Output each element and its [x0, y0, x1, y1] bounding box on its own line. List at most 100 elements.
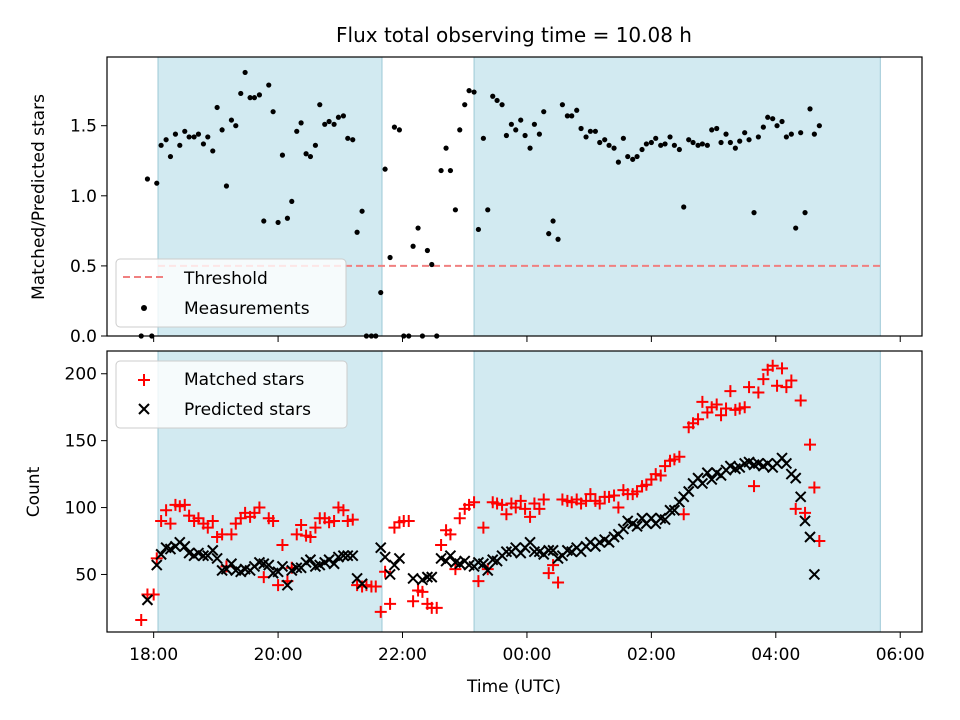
matched-stars-legend-label: Matched stars	[184, 370, 304, 390]
measurement-point	[396, 127, 403, 133]
matched-stars-point	[346, 513, 359, 526]
matched-stars-point	[552, 576, 565, 589]
predicted-stars-legend-swatch	[138, 403, 150, 415]
measurement-point	[690, 139, 696, 146]
measurement-point	[676, 146, 682, 153]
matched-stars-point	[808, 481, 821, 494]
measurement-point	[662, 141, 668, 147]
predicted-stars-point	[617, 523, 630, 535]
measurement-point	[811, 131, 817, 137]
matched-stars-point	[416, 585, 429, 598]
measurement-point	[378, 289, 384, 296]
matched-stars-point	[524, 510, 537, 523]
bottom-legend: Matched stars Predicted stars	[115, 360, 348, 429]
matched-stars-point	[206, 514, 219, 527]
measurement-point	[527, 145, 533, 151]
measurement-point	[569, 113, 575, 119]
measurement-point	[681, 204, 687, 210]
measurement-point	[177, 142, 183, 148]
measurement-point	[205, 134, 211, 140]
x-axis-label: Time (UTC)	[466, 677, 561, 697]
predicted-stars-point	[276, 560, 289, 573]
x-tick-label: 04:00	[751, 645, 800, 665]
measurement-point	[583, 134, 589, 140]
measurement-point	[485, 207, 491, 213]
matched-stars-point	[328, 514, 341, 527]
measurement-point	[718, 139, 724, 146]
measurement-point	[522, 132, 528, 139]
predicted-stars-point	[421, 571, 434, 583]
measurement-point	[270, 109, 276, 115]
predicted-stars-point	[631, 520, 643, 532]
chart-title: Flux total observing time = 10.08 h	[336, 23, 692, 47]
predicted-stars-point	[225, 558, 238, 570]
matched-stars-point	[160, 504, 173, 517]
measurement-point	[438, 167, 444, 174]
matched-stars-point	[696, 395, 709, 408]
bottom-y-axis-label: Count	[24, 466, 44, 517]
top-shaded-bands	[157, 56, 881, 337]
measurement-point	[578, 125, 584, 132]
measurement-point	[541, 109, 547, 115]
bottom-legend-box	[115, 360, 348, 429]
matched-stars-point	[720, 402, 733, 415]
matched-stars-point	[537, 493, 550, 506]
top-y-tick-label: 0.5	[70, 257, 97, 277]
predicted-stars-point	[682, 485, 695, 498]
measurement-point	[182, 128, 188, 134]
matched-stars-point	[799, 506, 812, 519]
measurement-point	[447, 167, 454, 174]
measurement-point	[746, 137, 752, 143]
matched-stars-point	[164, 517, 177, 530]
measurement-point	[574, 107, 580, 113]
measurement-point	[284, 215, 291, 221]
matched-stars-point	[225, 528, 238, 541]
measurement-point	[261, 218, 267, 224]
matched-stars-point	[379, 565, 392, 578]
top-y-tick-label: 0.0	[70, 327, 97, 347]
measurement-point	[723, 131, 729, 137]
top-legend-box	[115, 258, 347, 328]
predicted-stars-point	[500, 546, 513, 558]
measurement-point	[154, 180, 160, 186]
predicted-stars-point	[659, 513, 671, 526]
measurement-point	[452, 207, 458, 213]
matched-stars-point	[337, 504, 350, 517]
measurement-point	[298, 120, 304, 126]
measurement-point	[653, 135, 659, 141]
measurement-point	[350, 137, 356, 143]
predicted-stars-point	[211, 552, 223, 565]
predicted-stars-point	[701, 467, 714, 479]
measurement-point	[443, 145, 449, 151]
measurement-point	[671, 142, 677, 148]
predicted-stars-point	[179, 540, 191, 553]
bottom-axes-frame	[106, 350, 923, 633]
measurement-point	[326, 118, 332, 125]
predicted-stars-point	[375, 541, 387, 554]
matched-stars-point	[780, 381, 793, 394]
measurement-point	[816, 123, 822, 129]
bottom-y-tick-label: 150	[65, 432, 97, 452]
matched-stars-point	[542, 567, 555, 580]
measurement-point	[312, 142, 319, 148]
matched-stars-point	[290, 528, 303, 541]
measurement-point	[247, 95, 253, 101]
matched-stars-point	[794, 394, 807, 407]
measurement-point	[732, 145, 738, 151]
matched-stars-point	[509, 501, 522, 514]
matched-stars-point	[533, 502, 546, 515]
measurement-point	[186, 134, 192, 140]
matched-stars-point	[608, 489, 621, 502]
measurement-point	[587, 128, 594, 134]
matched-stars-point	[435, 539, 448, 552]
measurement-point	[615, 159, 621, 165]
measurement-point	[167, 153, 174, 160]
measurement-point	[634, 153, 640, 160]
measurement-point	[755, 134, 761, 140]
matched-stars-point	[743, 381, 756, 394]
predicted-stars-point	[393, 552, 406, 565]
measurement-point	[223, 183, 230, 189]
predicted-stars-point	[379, 551, 391, 563]
measurement-point	[429, 261, 435, 268]
matched-stars-point	[453, 512, 466, 525]
